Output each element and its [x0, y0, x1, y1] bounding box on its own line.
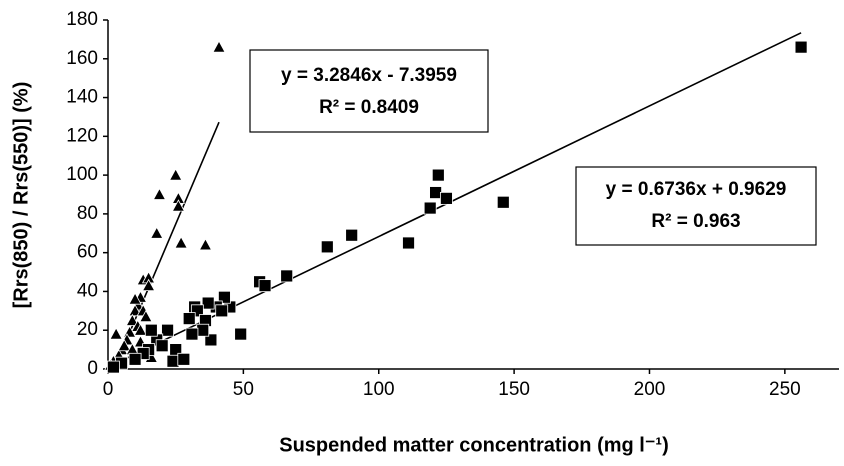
square-point: [182, 312, 196, 325]
x-axis-label: Suspended matter concentration (mg l⁻¹): [279, 434, 668, 456]
y-tick-label: 120: [66, 125, 98, 146]
y-tick-label: 140: [66, 87, 98, 108]
square-point: [258, 279, 272, 293]
square-point: [166, 354, 180, 368]
square-point: [431, 168, 445, 182]
y-tick-label: 100: [66, 164, 98, 185]
x-tick-label: 150: [498, 379, 530, 400]
triangle-point: [198, 238, 213, 251]
square-point: [155, 339, 169, 353]
triangle-point: [139, 309, 153, 323]
triangle-point: [109, 327, 123, 340]
square-point: [794, 40, 808, 54]
square-point: [496, 195, 510, 209]
y-tick-label: 60: [77, 242, 98, 263]
x-tick-label: 100: [363, 379, 395, 400]
triangle-point: [212, 40, 226, 53]
square-point: [161, 323, 174, 337]
square-point: [144, 323, 158, 337]
triangle-point: [171, 199, 186, 212]
trendline: [113, 121, 220, 370]
y-axis-label: [Rrs(850) / Rrs(550)] (%): [10, 82, 32, 309]
square-point: [201, 296, 215, 310]
y-tick-label: 180: [66, 9, 98, 30]
x-tick-label: 200: [634, 379, 666, 400]
triangle-point: [128, 303, 142, 317]
square-point: [429, 186, 442, 199]
triangle-point: [150, 226, 164, 239]
x-tick-label: 250: [769, 379, 801, 400]
square-point: [320, 240, 334, 254]
x-tick-label: 50: [233, 379, 254, 400]
x-tick-label: 0: [103, 379, 114, 400]
triangle-point: [174, 236, 188, 249]
triangle-point: [117, 338, 131, 352]
square-point: [218, 290, 231, 304]
r-squared: R² = 0.963: [651, 211, 740, 232]
square-point: [280, 269, 294, 283]
square-point: [128, 352, 142, 366]
square-point: [345, 228, 359, 242]
equation: y = 0.6736x + 0.9629: [606, 179, 787, 200]
square-point: [107, 360, 120, 374]
triangle-point: [133, 323, 148, 336]
triangle-point: [141, 278, 156, 292]
triangle-point: [169, 168, 183, 181]
square-point: [196, 323, 210, 337]
y-tick-label: 0: [87, 358, 98, 379]
equation-box: [575, 166, 817, 246]
square-point: [423, 201, 437, 215]
triangle-point: [125, 313, 140, 326]
r-squared: R² = 0.8409: [319, 97, 419, 118]
triangle-point: [152, 187, 167, 200]
y-tick-label: 160: [66, 48, 98, 69]
square-point: [185, 327, 199, 341]
square-point: [234, 327, 248, 341]
y-tick-label: 40: [77, 280, 98, 301]
y-tick-label: 80: [77, 203, 98, 224]
square-point: [440, 191, 453, 205]
equation-box: [249, 49, 489, 133]
square-point: [204, 333, 218, 347]
equation: y = 3.2846x - 7.3959: [281, 65, 457, 86]
y-tick-label: 20: [77, 319, 98, 340]
triangle-point: [128, 292, 142, 305]
square-point: [215, 304, 229, 318]
square-point: [177, 352, 191, 366]
square-point: [402, 236, 415, 250]
